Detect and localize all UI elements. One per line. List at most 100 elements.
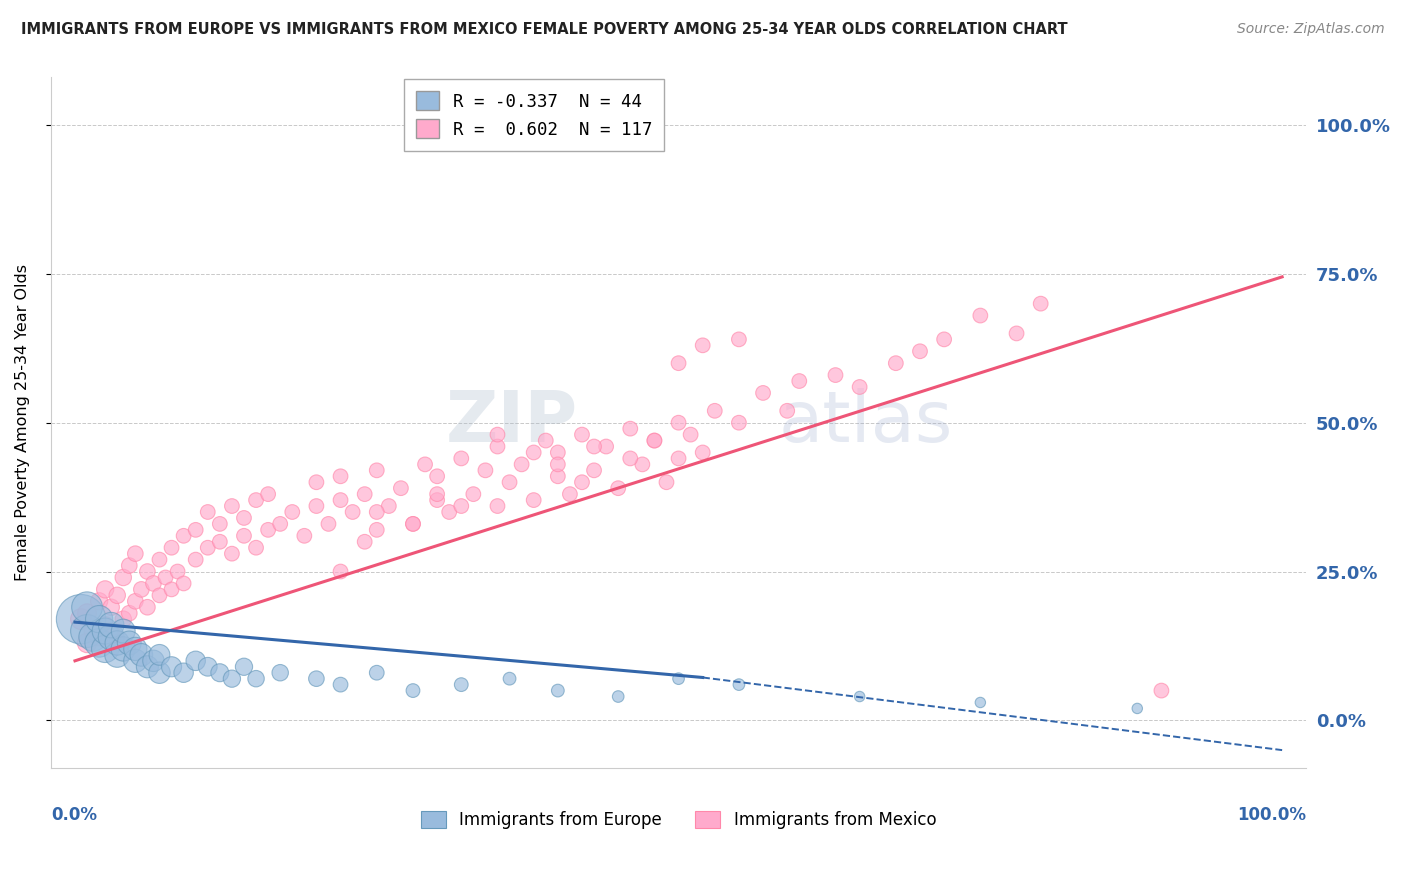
Text: IMMIGRANTS FROM EUROPE VS IMMIGRANTS FROM MEXICO FEMALE POVERTY AMONG 25-34 YEAR: IMMIGRANTS FROM EUROPE VS IMMIGRANTS FRO…	[21, 22, 1067, 37]
Point	[221, 672, 243, 686]
Point	[305, 475, 328, 490]
Point	[105, 648, 128, 662]
Point	[329, 493, 352, 508]
Point	[655, 475, 678, 490]
Text: 0.0%: 0.0%	[51, 805, 97, 823]
Point	[131, 582, 153, 597]
Point	[269, 665, 291, 680]
Point	[105, 636, 128, 650]
Point	[87, 630, 110, 644]
Point	[692, 338, 714, 352]
Point	[619, 422, 641, 436]
Point	[474, 463, 496, 477]
Point	[728, 678, 751, 692]
Point	[173, 529, 195, 543]
Point	[547, 469, 569, 483]
Point	[124, 654, 146, 668]
Point	[245, 493, 267, 508]
Point	[498, 475, 520, 490]
Point	[160, 659, 183, 673]
Point	[221, 547, 243, 561]
Point	[426, 469, 449, 483]
Point	[245, 672, 267, 686]
Point	[233, 511, 256, 525]
Text: Source: ZipAtlas.com: Source: ZipAtlas.com	[1237, 22, 1385, 37]
Point	[148, 552, 170, 566]
Point	[523, 493, 546, 508]
Point	[534, 434, 557, 448]
Point	[197, 541, 219, 555]
Point	[583, 463, 606, 477]
Point	[619, 451, 641, 466]
Point	[607, 481, 630, 495]
Point	[631, 458, 654, 472]
Point	[595, 440, 617, 454]
Point	[94, 641, 117, 656]
Point	[787, 374, 810, 388]
Point	[257, 523, 280, 537]
Point	[1029, 296, 1052, 310]
Point	[752, 386, 775, 401]
Point	[257, 487, 280, 501]
Point	[124, 594, 146, 608]
Point	[105, 588, 128, 602]
Point	[402, 683, 425, 698]
Point	[208, 516, 231, 531]
Point	[118, 636, 141, 650]
Point	[112, 612, 135, 626]
Point	[305, 499, 328, 513]
Point	[486, 499, 509, 513]
Point	[547, 683, 569, 698]
Point	[450, 499, 472, 513]
Point	[437, 505, 460, 519]
Point	[82, 624, 104, 638]
Point	[571, 475, 593, 490]
Point	[366, 505, 388, 519]
Point	[402, 516, 425, 531]
Point	[118, 558, 141, 573]
Point	[342, 505, 364, 519]
Point	[100, 600, 122, 615]
Point	[668, 672, 690, 686]
Point	[486, 427, 509, 442]
Point	[166, 565, 188, 579]
Point	[583, 440, 606, 454]
Point	[155, 570, 177, 584]
Point	[884, 356, 907, 370]
Point	[112, 641, 135, 656]
Point	[668, 416, 690, 430]
Point	[148, 665, 170, 680]
Point	[197, 505, 219, 519]
Point	[703, 404, 725, 418]
Point	[547, 458, 569, 472]
Point	[76, 624, 98, 638]
Point	[450, 451, 472, 466]
Point	[94, 618, 117, 632]
Text: atlas: atlas	[779, 388, 953, 458]
Point	[824, 368, 846, 382]
Point	[366, 523, 388, 537]
Point	[498, 672, 520, 686]
Point	[173, 576, 195, 591]
Point	[969, 696, 991, 710]
Point	[76, 636, 98, 650]
Point	[908, 344, 931, 359]
Point	[510, 458, 533, 472]
Point	[94, 624, 117, 638]
Point	[148, 588, 170, 602]
Point	[105, 636, 128, 650]
Point	[245, 541, 267, 555]
Text: 100.0%: 100.0%	[1237, 805, 1306, 823]
Point	[269, 516, 291, 531]
Point	[124, 547, 146, 561]
Point	[292, 529, 315, 543]
Point	[160, 582, 183, 597]
Point	[389, 481, 412, 495]
Point	[1005, 326, 1028, 341]
Point	[82, 630, 104, 644]
Point	[136, 600, 159, 615]
Point	[426, 493, 449, 508]
Point	[100, 618, 122, 632]
Point	[523, 445, 546, 459]
Point	[728, 332, 751, 346]
